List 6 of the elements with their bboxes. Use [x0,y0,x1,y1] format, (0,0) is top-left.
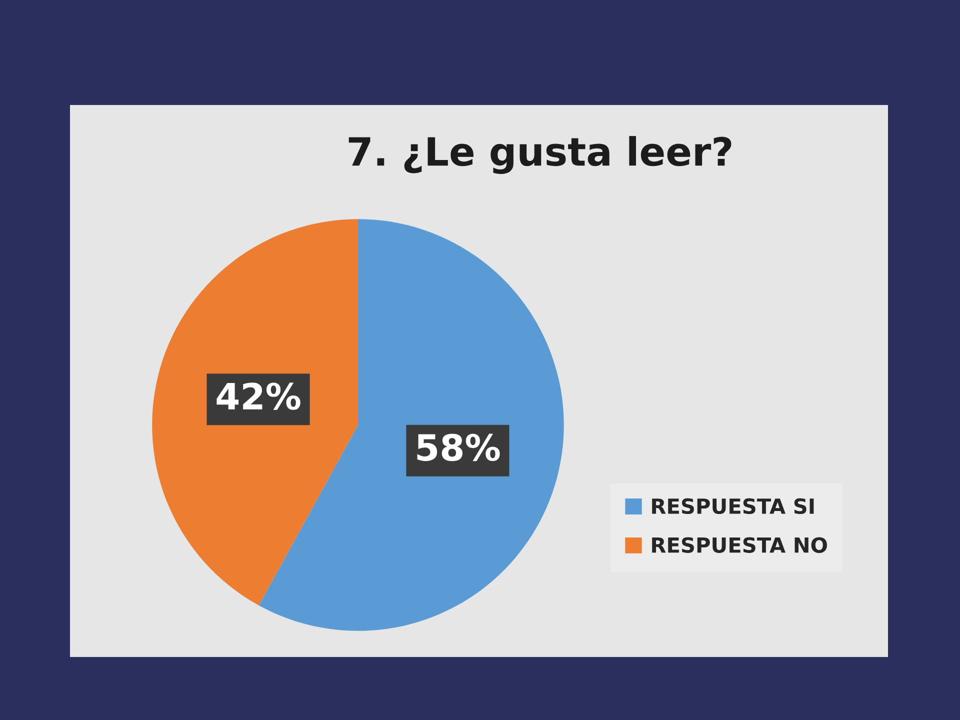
chart-title: 7. ¿Le gusta leer? [348,136,732,174]
pie-slice [152,219,358,606]
legend-label: RESPUESTA NO [652,537,827,553]
legend-label: RESPUESTA SI [652,498,814,514]
data-label: 42% [216,382,300,410]
data-label: 58% [417,434,500,462]
